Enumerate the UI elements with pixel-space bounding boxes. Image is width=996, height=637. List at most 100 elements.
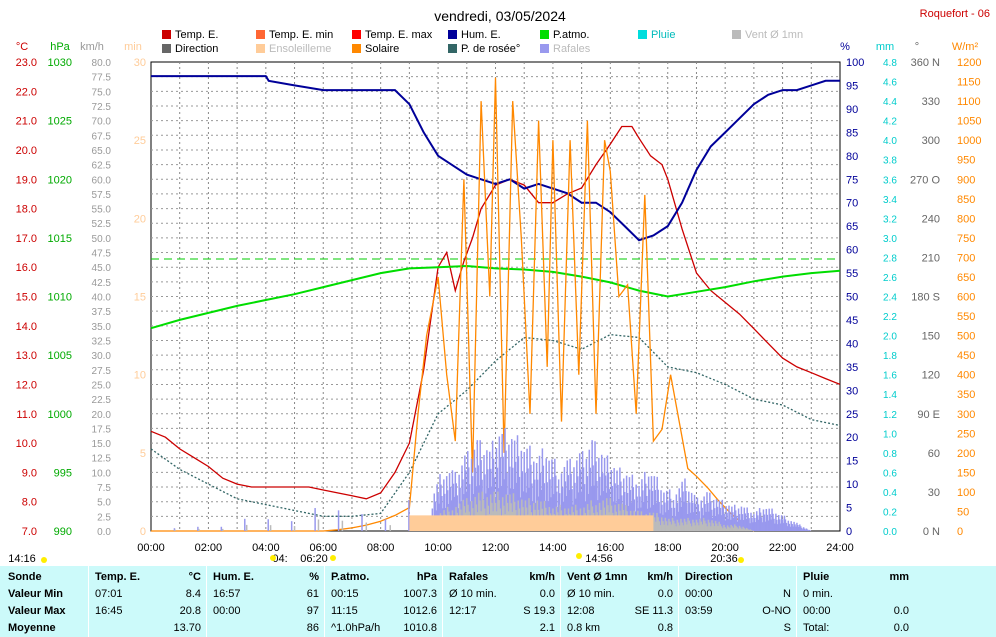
legend-swatch: [448, 30, 457, 39]
axis-mm-tick: 0.0: [883, 527, 897, 538]
summary-cell-value: 8.4: [185, 588, 201, 600]
legend-swatch: [256, 30, 265, 39]
time-tick: 12:00: [482, 542, 510, 554]
series-p-de-ros-e--line: [150, 333, 841, 517]
summary-cell-value: 0.0: [657, 588, 673, 600]
axis-kmh-tick: 80.0: [92, 58, 112, 69]
axis-kmh-tick: 42.5: [92, 278, 112, 289]
axis-wm2-tick: 500: [957, 331, 975, 343]
axis-mm-tick: 1.0: [883, 429, 897, 440]
axis-hpa-tick: 990: [54, 526, 72, 538]
summary-cell-time: 00:00: [213, 605, 241, 617]
summary-direction: Direction 00:00 N 03:59 O-NO S: [678, 566, 797, 637]
axis-pct-tick: 80: [846, 151, 858, 163]
summary-cell-value: N: [783, 588, 791, 600]
axis-pct-tick: 50: [846, 292, 858, 304]
axis-mm-tick: 1.4: [883, 390, 897, 401]
summary-cell-time: Ø 10 min.: [567, 588, 615, 600]
legend-label: Rafales: [553, 43, 591, 55]
axis-deg-tick: 240: [922, 213, 940, 225]
axis-pct-tick: 95: [846, 80, 858, 92]
axis-hpa-tick: 1020: [48, 174, 72, 186]
time-tick: 08:00: [367, 542, 395, 554]
unit-label-kmh: km/h: [80, 41, 104, 53]
axis-deg-tick: 150: [922, 331, 940, 343]
unit-label-temp: °C: [16, 41, 28, 53]
axis-temp-tick: 18.0: [16, 204, 37, 216]
axis-kmh-tick: 32.5: [92, 336, 112, 347]
weather-chart: 7.0 8.0 9.0 10.0 11.0 12.0 13.0 14.0 15.0 16.0 17.…: [8, 8, 990, 565]
summary-header: Pluie: [803, 571, 830, 583]
axis-kmh-tick: 45.0: [92, 263, 112, 274]
chart-series: [150, 75, 841, 532]
axis-deg-tick: 300: [922, 135, 940, 147]
summary-cell-value: O-NO: [762, 605, 791, 617]
axis-kmh-tick: 62.5: [92, 161, 112, 172]
axis-hpa-tick: 1015: [48, 233, 72, 245]
axis-pct-tick: 45: [846, 315, 858, 327]
axis-kmh-tick: 25.0: [92, 380, 112, 391]
summary-unit: mm: [889, 571, 909, 583]
axis-temp-tick: 10.0: [16, 438, 37, 450]
axis-kmh-tick: 22.5: [92, 395, 112, 406]
legend-label: Solaire: [365, 43, 399, 55]
axis-pct-tick: 60: [846, 245, 858, 257]
moonrise-label: 14:16: [8, 553, 36, 565]
sun-moon-marker: [270, 555, 276, 561]
axis-wm2-tick: 0: [957, 526, 963, 538]
axis-deg-tick: 270 O: [910, 174, 940, 186]
axis-deg-tick: 360 N: [911, 57, 940, 69]
axis-pct-tick: 40: [846, 338, 858, 350]
axis-temp-tick: 20.0: [16, 145, 37, 157]
axis-wm2-tick: 650: [957, 272, 975, 284]
summary-cell-value: 61: [306, 588, 319, 600]
summary-header: P.atmo.: [331, 571, 370, 583]
axis-min-tick: 15: [134, 292, 146, 304]
axis-wm2-tick: 700: [957, 252, 975, 264]
axis-wm2-tick: 950: [957, 155, 975, 167]
time-tick: 18:00: [654, 542, 682, 554]
row-label-max: Valeur Max: [8, 605, 66, 617]
legend-label: Vent Ø 1mn: [745, 29, 803, 41]
sunset-label: 20:36: [710, 553, 738, 565]
legend-swatch: [732, 30, 741, 39]
summary-cell-value: 1010.8: [403, 622, 437, 634]
axis-kmh-tick: 60.0: [92, 175, 112, 186]
axis-hpa-tick: 1010: [48, 292, 72, 304]
axis-temp-tick: 8.0: [22, 497, 37, 509]
row-label-avg: Moyenne: [8, 622, 56, 634]
axis-mm-tick: 1.8: [883, 351, 897, 362]
axis-kmh-tick: 20.0: [92, 410, 112, 421]
axis-wm2-tick: 1050: [957, 116, 981, 128]
summary-cell-value: S 19.3: [523, 605, 555, 617]
axis-temp-tick: 22.0: [16, 86, 37, 98]
summary-cell-value: 1012.6: [403, 605, 437, 617]
summary-unit: °C: [188, 571, 201, 583]
legend-swatch: [540, 44, 549, 53]
summary-cell-value: 13.70: [173, 622, 201, 634]
axis-wm2-tick: 800: [957, 213, 975, 225]
axis-min-tick: 30: [134, 57, 146, 69]
axis-temp-tick: 13.0: [16, 350, 37, 362]
axis-wm2-tick: 1100: [957, 96, 981, 108]
series-ensoleillement-bar: [409, 515, 654, 531]
unit-label-hpa: hPa: [50, 41, 70, 53]
summary-cell-time: 03:59: [685, 605, 713, 617]
summary-col-labels: Sonde Valeur Min Valeur Max Moyenne: [0, 566, 88, 637]
axis-min-tick: 0: [140, 526, 146, 538]
summary-header-sonde: Sonde: [8, 571, 42, 583]
summary-cell-time: 00:00: [803, 605, 831, 617]
axis-mm-tick: 3.8: [883, 156, 897, 167]
axis-mm-tick: 3.2: [883, 214, 897, 225]
axis-pct-tick: 30: [846, 385, 858, 397]
summary-cell-value: 1007.3: [403, 588, 437, 600]
axis-mm-tick: 0.2: [883, 507, 897, 518]
axis-kmh-tick: 7.5: [97, 483, 111, 494]
axis-pct-tick: 0: [846, 526, 852, 538]
legend-swatch: [448, 44, 457, 53]
axis-kmh-tick: 75.0: [92, 87, 112, 98]
summary-unit: hPa: [416, 571, 437, 583]
axis-hpa-tick: 1000: [48, 409, 72, 421]
axis-deg-tick: 210: [922, 252, 940, 264]
row-label-min: Valeur Min: [8, 588, 64, 600]
